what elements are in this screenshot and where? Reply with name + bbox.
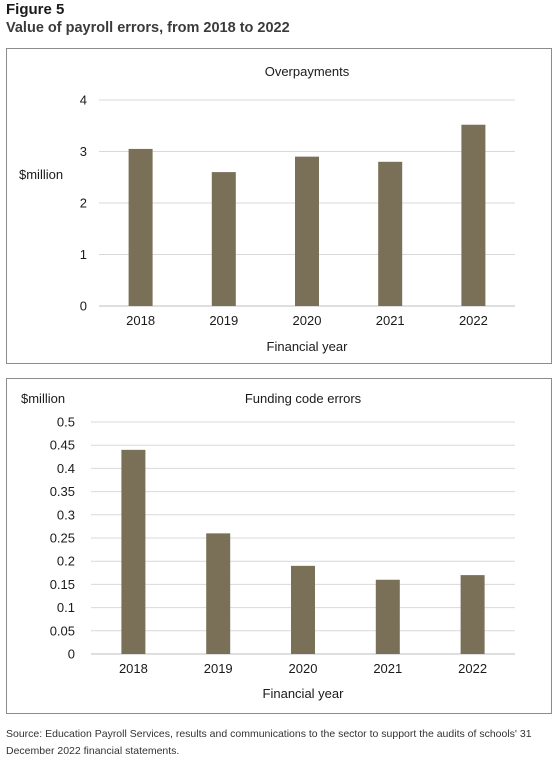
overpayments-y-axis-label: $million [19,167,63,182]
overpayments-x-tick-label-2020: 2020 [293,313,322,328]
funding-code-errors-chart: Funding code errors $million 0 0.05 0.1 0.15 0… [21,391,515,701]
overpayments-y-tick-label: 1 [80,247,87,262]
figure-label: Figure 5 [6,1,65,18]
funding-code-errors-chart-panel: Funding code errors $million 0 0.05 0.1 0.15 0… [6,378,552,714]
overpayments-bar-2021 [378,161,403,306]
funding-code-errors-y-tick-label: 0.45 [50,438,75,453]
funding-code-errors-bar-2018 [121,449,146,654]
funding-code-errors-y-tick-label: 0.3 [57,507,75,522]
funding-code-errors-chart-title: Funding code errors [245,391,362,406]
overpayments-y-tick-label: 0 [80,299,87,314]
funding-code-errors-x-tick-label-2020: 2020 [289,661,318,676]
funding-code-errors-y-axis-label: $million [21,391,65,406]
overpayments-chart-panel: Overpayments $million 0 1 2 3 4 2018 2019 2020 202… [6,48,552,364]
funding-code-errors-bar-2019 [206,533,231,654]
funding-code-errors-bar-2020 [291,565,315,654]
overpayments-y-tick-label: 4 [80,93,87,108]
overpayments-y-tick-label: 3 [80,144,87,159]
funding-code-errors-y-tick-label: 0.25 [50,531,75,546]
overpayments-bar-2020 [295,156,319,306]
funding-code-errors-bar-2022 [460,575,485,654]
overpayments-x-tick-label-2018: 2018 [126,313,155,328]
funding-code-errors-y-tick-label: 0.35 [50,484,75,499]
source-note: Source: Education Payroll Services, resu… [6,728,532,757]
overpayments-x-axis-label: Financial year [267,339,349,354]
funding-code-errors-x-axis-label: Financial year [263,686,345,701]
funding-code-errors-bar-2021 [375,579,400,654]
funding-code-errors-y-tick-label: 0 [68,647,75,662]
overpayments-bar-2018 [128,148,153,306]
funding-code-errors-x-tick-label-2018: 2018 [119,661,148,676]
funding-code-errors-y-tick-label: 0.5 [57,415,75,430]
overpayments-x-tick-label-2021: 2021 [376,313,405,328]
funding-code-errors-y-tick-label: 0.4 [57,461,75,476]
funding-code-errors-y-tick-label: 0.15 [50,577,75,592]
overpayments-x-tick-label-2022: 2022 [459,313,488,328]
overpayments-chart-title: Overpayments [265,64,350,79]
overpayments-chart: Overpayments $million 0 1 2 3 4 2018 2019 2020 202… [19,64,515,354]
overpayments-x-tick-label-2019: 2019 [209,313,238,328]
figure-title: Value of payroll errors, from 2018 to 20… [6,20,290,36]
funding-code-errors-y-tick-label: 0.05 [50,623,75,638]
overpayments-y-tick-label: 2 [80,196,87,211]
funding-code-errors-x-tick-label-2022: 2022 [458,661,487,676]
overpayments-bar-2019 [211,172,236,306]
funding-code-errors-y-tick-label: 0.1 [57,600,75,615]
overpayments-bar-2022 [461,124,486,306]
funding-code-errors-x-tick-label-2021: 2021 [373,661,402,676]
funding-code-errors-x-tick-label-2019: 2019 [204,661,233,676]
funding-code-errors-y-tick-label: 0.2 [57,554,75,569]
